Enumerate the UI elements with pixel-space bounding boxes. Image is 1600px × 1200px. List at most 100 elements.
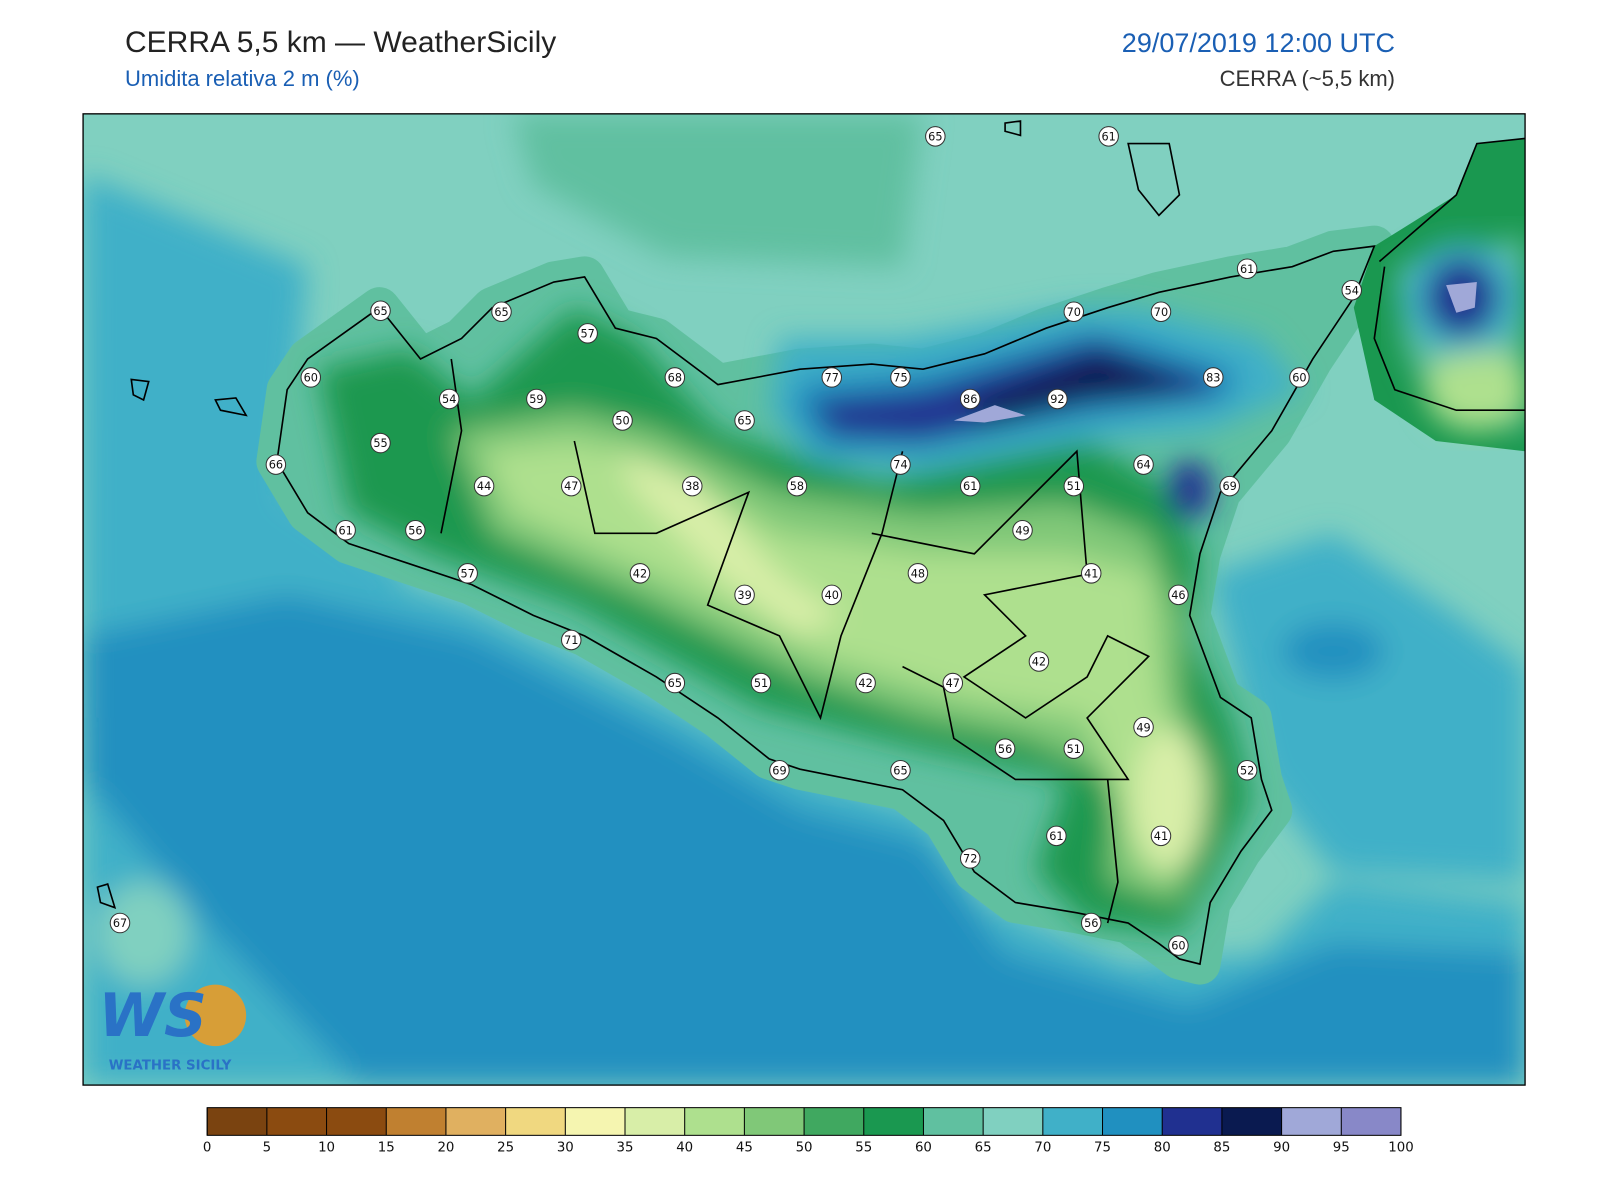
station-value: 75 bbox=[893, 372, 907, 385]
station-marker bbox=[405, 519, 426, 541]
station-value: 41 bbox=[1084, 567, 1098, 580]
station-marker bbox=[491, 301, 512, 323]
station-value: 42 bbox=[1032, 656, 1046, 669]
station-value: 47 bbox=[564, 480, 578, 493]
station-value: 59 bbox=[529, 393, 543, 406]
station-value: 60 bbox=[304, 372, 318, 385]
station-value: 65 bbox=[668, 677, 682, 690]
colorbar-tick-label: 75 bbox=[1094, 1141, 1111, 1156]
station-marker bbox=[629, 563, 651, 584]
station-marker bbox=[1063, 301, 1085, 323]
station-marker bbox=[1203, 367, 1224, 388]
station-marker bbox=[265, 454, 287, 475]
colorbar-bin bbox=[744, 1107, 805, 1136]
colorbar-bin bbox=[684, 1107, 745, 1136]
source: CERRA (~5,5 km) bbox=[1219, 66, 1395, 91]
colorbar-tick-label: 45 bbox=[736, 1141, 753, 1156]
station-marker bbox=[750, 672, 772, 694]
station-marker bbox=[890, 759, 911, 781]
colorbar-tick-label: 15 bbox=[378, 1141, 395, 1156]
station-marker bbox=[821, 584, 843, 606]
colorbar-tick-label: 50 bbox=[796, 1141, 813, 1156]
station-value: 51 bbox=[1067, 743, 1081, 756]
station-value: 61 bbox=[1102, 131, 1116, 144]
colorbar-tick-label: 80 bbox=[1154, 1141, 1171, 1156]
station-marker bbox=[370, 300, 391, 322]
colorbar-bin bbox=[1221, 1107, 1282, 1136]
station-value: 52 bbox=[1240, 764, 1254, 777]
station-marker bbox=[1012, 519, 1033, 541]
colorbar-bin bbox=[445, 1107, 506, 1136]
station-value: 74 bbox=[893, 459, 907, 472]
station-value: 47 bbox=[946, 677, 960, 690]
station-marker bbox=[682, 475, 703, 497]
station-value: 56 bbox=[408, 524, 422, 537]
station-marker bbox=[1047, 388, 1068, 410]
colorbar-bin bbox=[1042, 1107, 1103, 1136]
station-marker bbox=[1080, 912, 1102, 934]
station-marker bbox=[1133, 716, 1154, 738]
station-marker bbox=[1098, 126, 1119, 147]
subtitle: Umidita relativa 2 m (%) bbox=[125, 66, 360, 91]
stations: 65 61 61 54 65 65 57 70 70 60 54 59 68 77 75 83 60 50 65 86… bbox=[109, 126, 1362, 956]
station-marker bbox=[821, 367, 843, 388]
station-value: 61 bbox=[963, 480, 977, 493]
colorbar-tick-label: 60 bbox=[915, 1141, 932, 1156]
station-marker bbox=[942, 672, 964, 694]
station-marker bbox=[457, 563, 478, 584]
station-value: 86 bbox=[963, 393, 977, 406]
colorbar-bin bbox=[266, 1107, 327, 1136]
station-marker bbox=[786, 475, 808, 497]
station-value: 65 bbox=[928, 131, 942, 144]
colorbar-tick-label: 95 bbox=[1333, 1141, 1350, 1156]
station-value: 57 bbox=[461, 567, 475, 580]
station-marker bbox=[994, 738, 1016, 759]
station-marker bbox=[526, 388, 547, 410]
station-marker bbox=[959, 475, 981, 497]
station-value: 70 bbox=[1154, 306, 1168, 319]
colorbar-bin bbox=[207, 1107, 267, 1136]
colorbar-bin bbox=[326, 1107, 387, 1136]
station-value: 61 bbox=[1240, 263, 1254, 276]
station-value: 39 bbox=[737, 589, 751, 602]
logo-mark: WS bbox=[98, 982, 206, 1051]
station-marker bbox=[109, 912, 131, 934]
colorbar-bin bbox=[1341, 1107, 1401, 1136]
station-marker bbox=[855, 672, 876, 694]
colorbar-tick-label: 90 bbox=[1273, 1141, 1290, 1156]
colorbar-bin bbox=[1102, 1107, 1163, 1136]
station-marker bbox=[561, 475, 582, 497]
station-value: 55 bbox=[373, 437, 387, 450]
station-marker bbox=[1289, 367, 1310, 388]
station-marker bbox=[370, 432, 391, 454]
station-marker bbox=[1133, 454, 1154, 475]
station-value: 56 bbox=[1084, 917, 1098, 930]
station-value: 56 bbox=[998, 743, 1012, 756]
station-value: 54 bbox=[442, 393, 456, 406]
station-value: 54 bbox=[1345, 284, 1359, 297]
station-value: 40 bbox=[825, 589, 839, 602]
station-value: 42 bbox=[858, 677, 872, 690]
station-marker bbox=[959, 848, 981, 869]
station-value: 69 bbox=[1223, 480, 1237, 493]
colorbar-tick-label: 85 bbox=[1213, 1141, 1230, 1156]
colorbar: 0 5 10 15 20 25 30 35 40 45 50 55 60 65 70 75 80 85 90 95 10… bbox=[203, 1107, 1414, 1156]
station-marker bbox=[473, 475, 495, 497]
colorbar-tick-label: 5 bbox=[263, 1141, 271, 1156]
station-marker bbox=[959, 388, 981, 410]
station-value: 68 bbox=[668, 372, 682, 385]
colorbar-bin bbox=[625, 1107, 685, 1136]
station-marker bbox=[1168, 935, 1189, 956]
station-value: 41 bbox=[1154, 830, 1168, 843]
station-marker bbox=[890, 367, 911, 388]
station-value: 48 bbox=[911, 567, 925, 580]
station-value: 77 bbox=[825, 372, 839, 385]
station-value: 72 bbox=[963, 853, 977, 866]
colorbar-tick-label: 55 bbox=[855, 1141, 872, 1156]
station-value: 61 bbox=[1049, 830, 1063, 843]
station-value: 70 bbox=[1067, 306, 1081, 319]
station-marker bbox=[300, 367, 322, 388]
station-value: 65 bbox=[737, 415, 751, 428]
